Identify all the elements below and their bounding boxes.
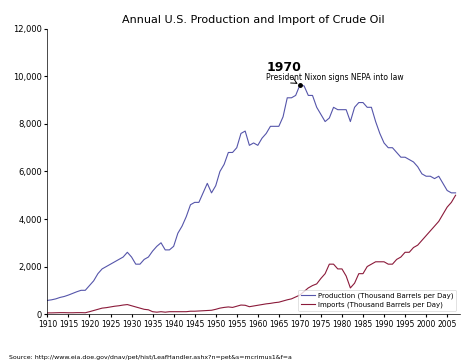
Title: Annual U.S. Production and Import of Crude Oil: Annual U.S. Production and Import of Cru… xyxy=(122,15,385,25)
Text: Source: http://www.eia.doe.gov/dnav/pet/hist/LeafHandler.ashx?n=pet&s=mcrimus1&f: Source: http://www.eia.doe.gov/dnav/pet/… xyxy=(9,355,292,360)
Imports (Thousand Barrels per Day) xyxy=(301,289,307,293)
Imports (Thousand Barrels per Day) xyxy=(78,310,84,315)
Imports (Thousand Barrels per Day) xyxy=(356,271,362,276)
Production (Thousand Barrels per Day) xyxy=(272,124,277,129)
Text: President Nixon signs NEPA into law: President Nixon signs NEPA into law xyxy=(266,73,404,82)
Imports (Thousand Barrels per Day) xyxy=(238,303,244,307)
Production (Thousand Barrels per Day) xyxy=(360,100,366,105)
Production (Thousand Barrels per Day) xyxy=(297,83,303,87)
Production (Thousand Barrels per Day) xyxy=(453,191,458,195)
Imports (Thousand Barrels per Day) xyxy=(70,310,75,315)
Production (Thousand Barrels per Day) xyxy=(78,288,84,292)
Imports (Thousand Barrels per Day) xyxy=(453,193,458,197)
Text: 1970: 1970 xyxy=(266,61,301,74)
Legend: Production (Thousand Barrels per Day), Imports (Thousand Barrels per Day): Production (Thousand Barrels per Day), I… xyxy=(298,290,456,310)
Production (Thousand Barrels per Day) xyxy=(238,131,244,136)
Production (Thousand Barrels per Day) xyxy=(305,93,311,97)
Imports (Thousand Barrels per Day) xyxy=(45,311,50,315)
Production (Thousand Barrels per Day) xyxy=(70,291,75,296)
Line: Imports (Thousand Barrels per Day): Imports (Thousand Barrels per Day) xyxy=(47,195,456,313)
Production (Thousand Barrels per Day) xyxy=(45,298,50,303)
Imports (Thousand Barrels per Day) xyxy=(272,300,277,305)
Line: Production (Thousand Barrels per Day): Production (Thousand Barrels per Day) xyxy=(47,85,456,300)
